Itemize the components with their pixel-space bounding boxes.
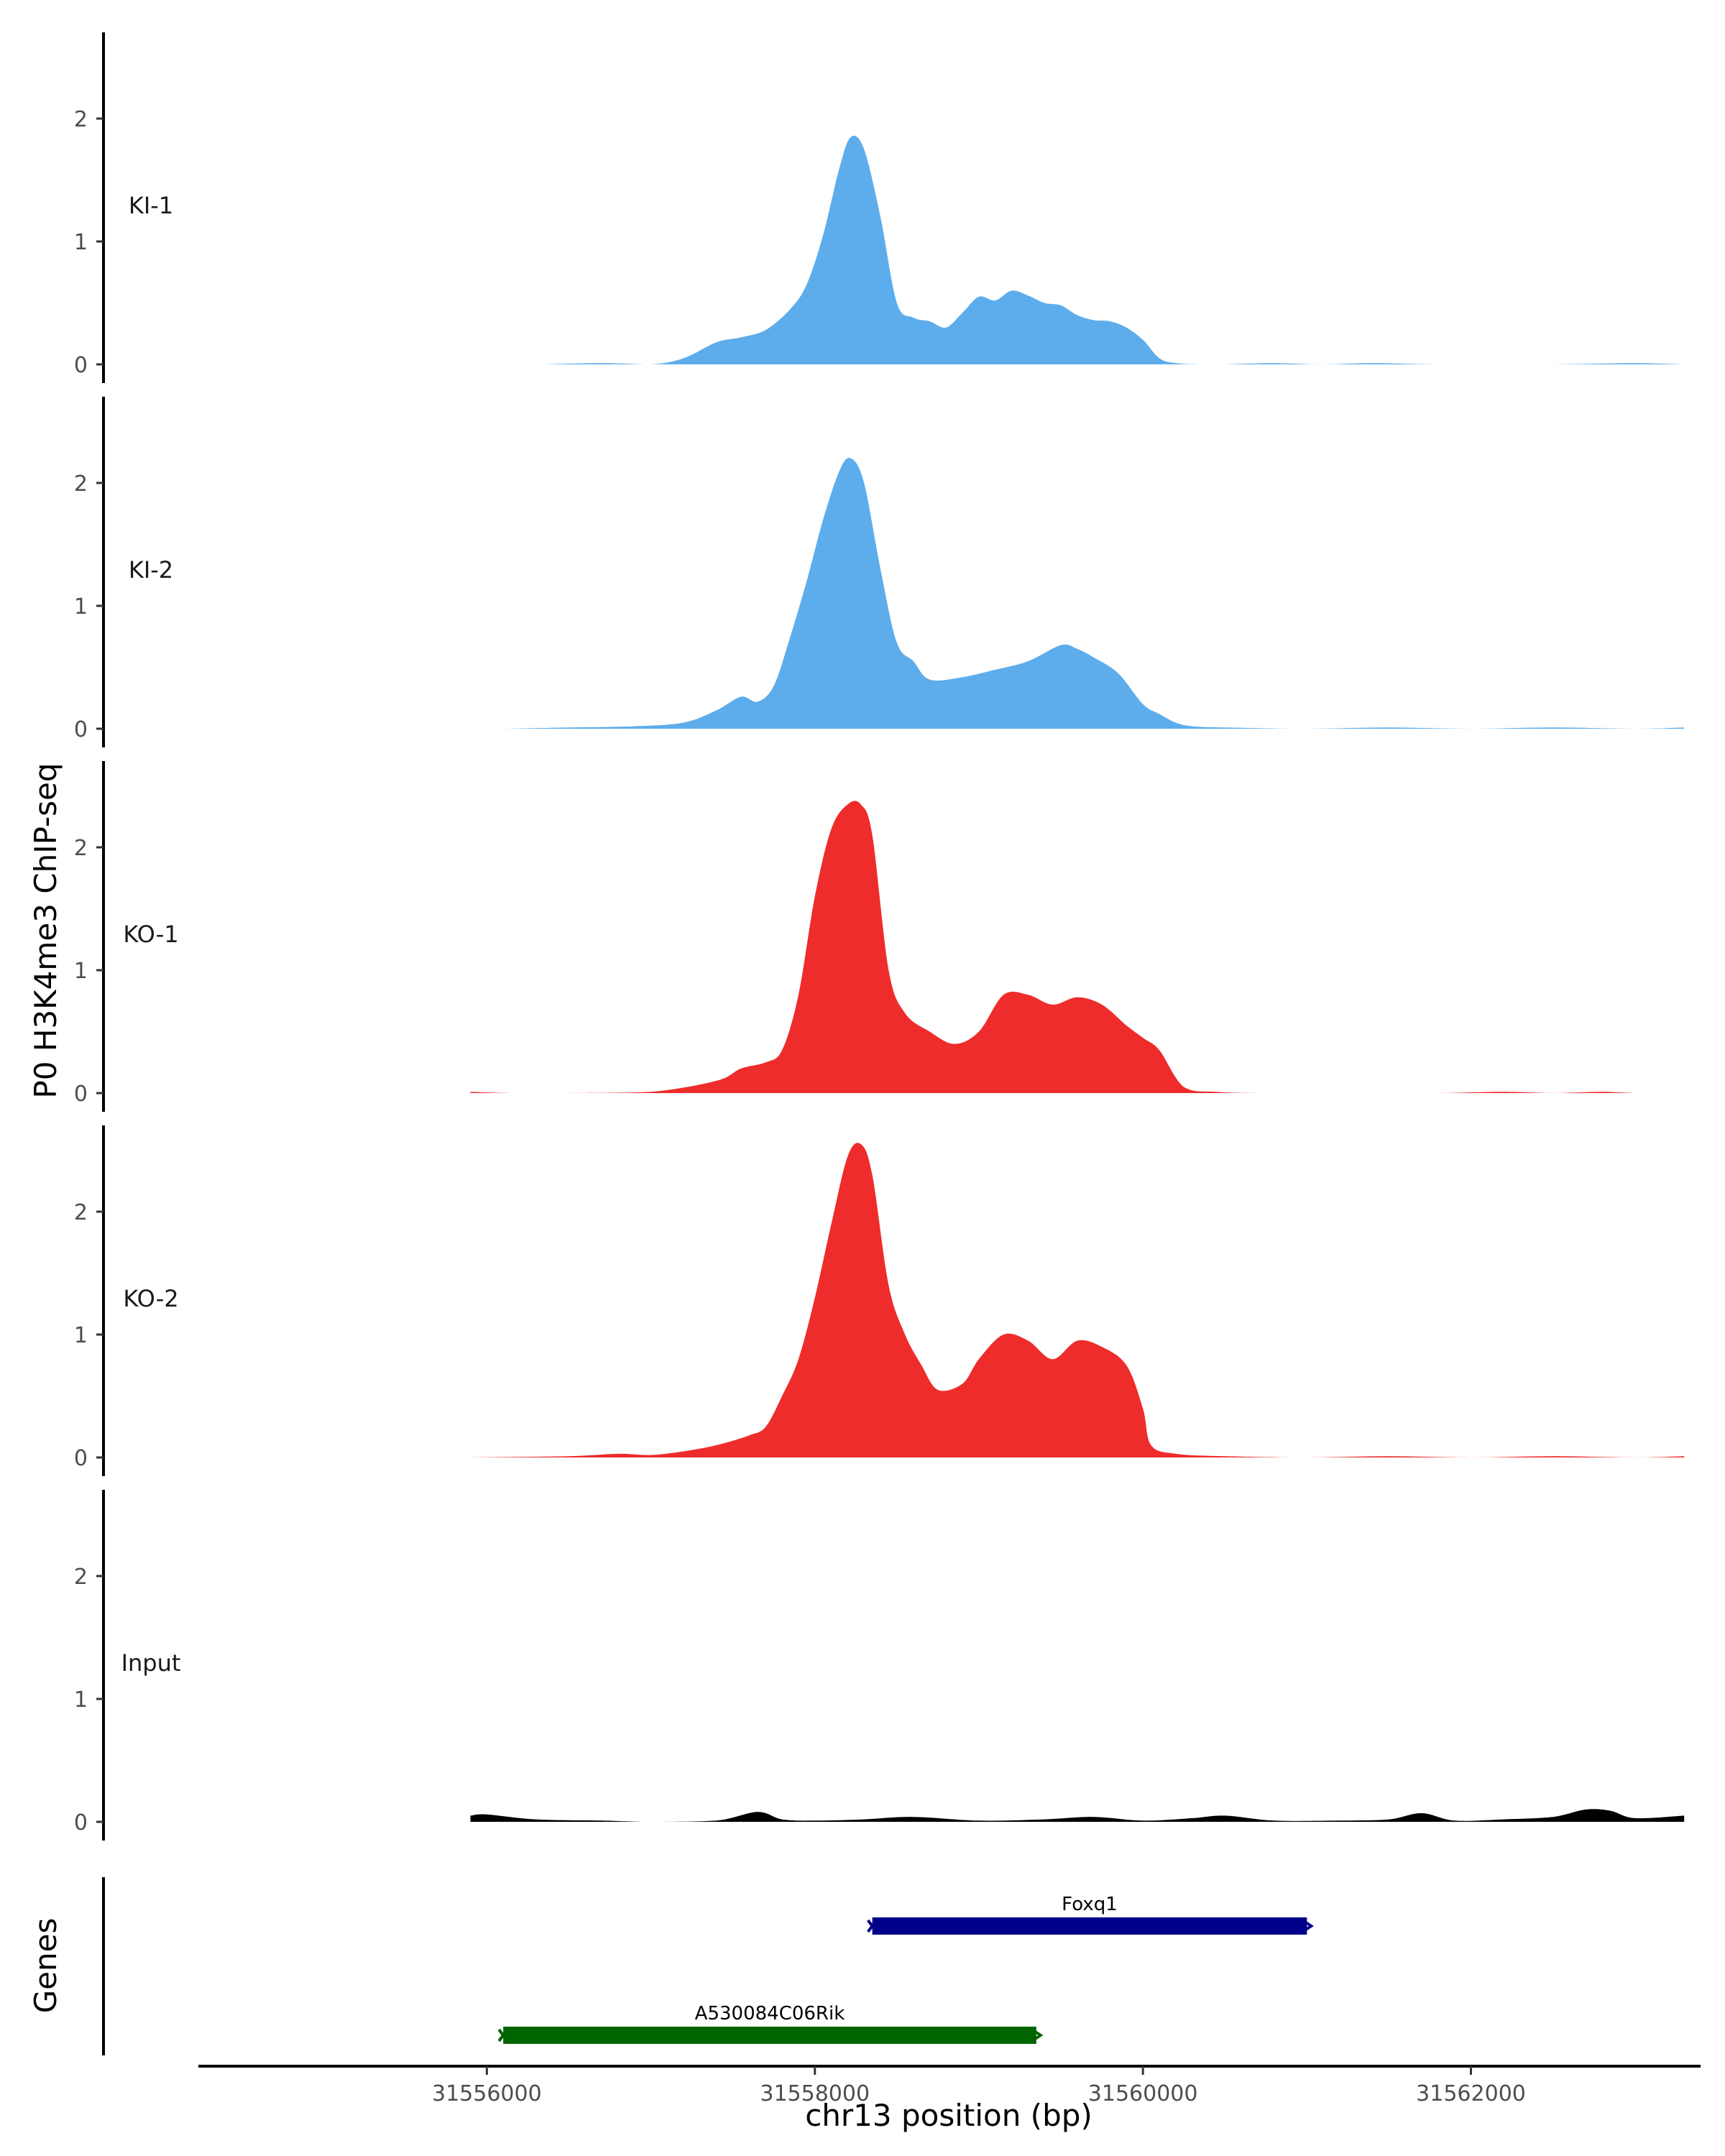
gene-panel: Foxq1 A530084C06Rik bbox=[102, 1877, 1314, 2055]
track-label: Input bbox=[121, 1649, 181, 1677]
x-axis: 31556000 31558000 31560000 31562000 bbox=[198, 2065, 1701, 2106]
signal-area-input bbox=[470, 1809, 1685, 1822]
y-tick-label: 2 bbox=[74, 1565, 88, 1590]
y-tick-label: 2 bbox=[74, 471, 88, 497]
strand-marker bbox=[867, 1919, 878, 1933]
y-tick-label: 2 bbox=[74, 1200, 88, 1225]
track-ko-1: 0 1 2 KO-1 bbox=[74, 761, 1685, 1112]
track-label: KO-2 bbox=[123, 1285, 178, 1312]
y-tick-label: 0 bbox=[74, 1810, 88, 1835]
strand-marker bbox=[1302, 1919, 1314, 1933]
track-ko-2: 0 1 2 KO-2 bbox=[74, 1125, 1685, 1476]
x-tick-label: 31558000 bbox=[760, 2081, 870, 2106]
gene-body bbox=[872, 1917, 1307, 1935]
track-ki-2: 0 1 2 KI-2 bbox=[74, 397, 1685, 747]
x-tick-label: 31560000 bbox=[1088, 2081, 1198, 2106]
x-tick-label: 31562000 bbox=[1416, 2081, 1526, 2106]
y-tick-label: 2 bbox=[74, 107, 88, 132]
y-tick-label: 1 bbox=[74, 594, 88, 619]
y-tick-label: 0 bbox=[74, 717, 88, 742]
x-tick-label: 31556000 bbox=[432, 2081, 542, 2106]
track-label: KO-1 bbox=[123, 921, 178, 948]
y-tick-label: 1 bbox=[74, 1687, 88, 1713]
strand-marker bbox=[497, 2028, 509, 2042]
strand-marker bbox=[1031, 2028, 1044, 2042]
tracks: 0 1 2 KI-1 0 1 2 KI-2 0 1 2 KO-1 0 1 2 KO-2 0 1 2 Input bbox=[74, 32, 1685, 1841]
y-tick-label: 2 bbox=[74, 836, 88, 861]
x-axis-title: chr13 position (bp) bbox=[805, 2098, 1092, 2133]
y-tick-label: 1 bbox=[74, 230, 88, 255]
y-tick-label: 0 bbox=[74, 1446, 88, 1471]
gene-name-label: Foxq1 bbox=[1062, 1894, 1118, 1915]
gene-name-label: A530084C06Rik bbox=[695, 2003, 845, 2024]
signal-area-ki-2 bbox=[503, 458, 1685, 729]
signal-area-ko-2 bbox=[470, 1143, 1685, 1457]
gene-a530084c06rik: A530084C06Rik bbox=[497, 2003, 1044, 2044]
y-axis-title: P0 H3K4me3 ChIP-seq bbox=[28, 763, 63, 1098]
y-tick-label: 0 bbox=[74, 1082, 88, 1107]
track-input: 0 1 2 Input bbox=[74, 1490, 1685, 1841]
track-label: KI-1 bbox=[129, 192, 173, 219]
track-label: KI-2 bbox=[129, 556, 173, 584]
y-tick-label: 1 bbox=[74, 959, 88, 984]
gene-foxq1: Foxq1 bbox=[867, 1894, 1314, 1935]
y-tick-label: 1 bbox=[74, 1323, 88, 1348]
track-ki-1: 0 1 2 KI-1 bbox=[74, 32, 1685, 383]
y-tick-label: 0 bbox=[74, 353, 88, 378]
signal-area-ki-1 bbox=[544, 135, 1685, 364]
gene-body bbox=[503, 2027, 1036, 2044]
signal-area-ko-1 bbox=[470, 801, 1685, 1093]
genes-axis-title: Genes bbox=[28, 1918, 63, 2014]
